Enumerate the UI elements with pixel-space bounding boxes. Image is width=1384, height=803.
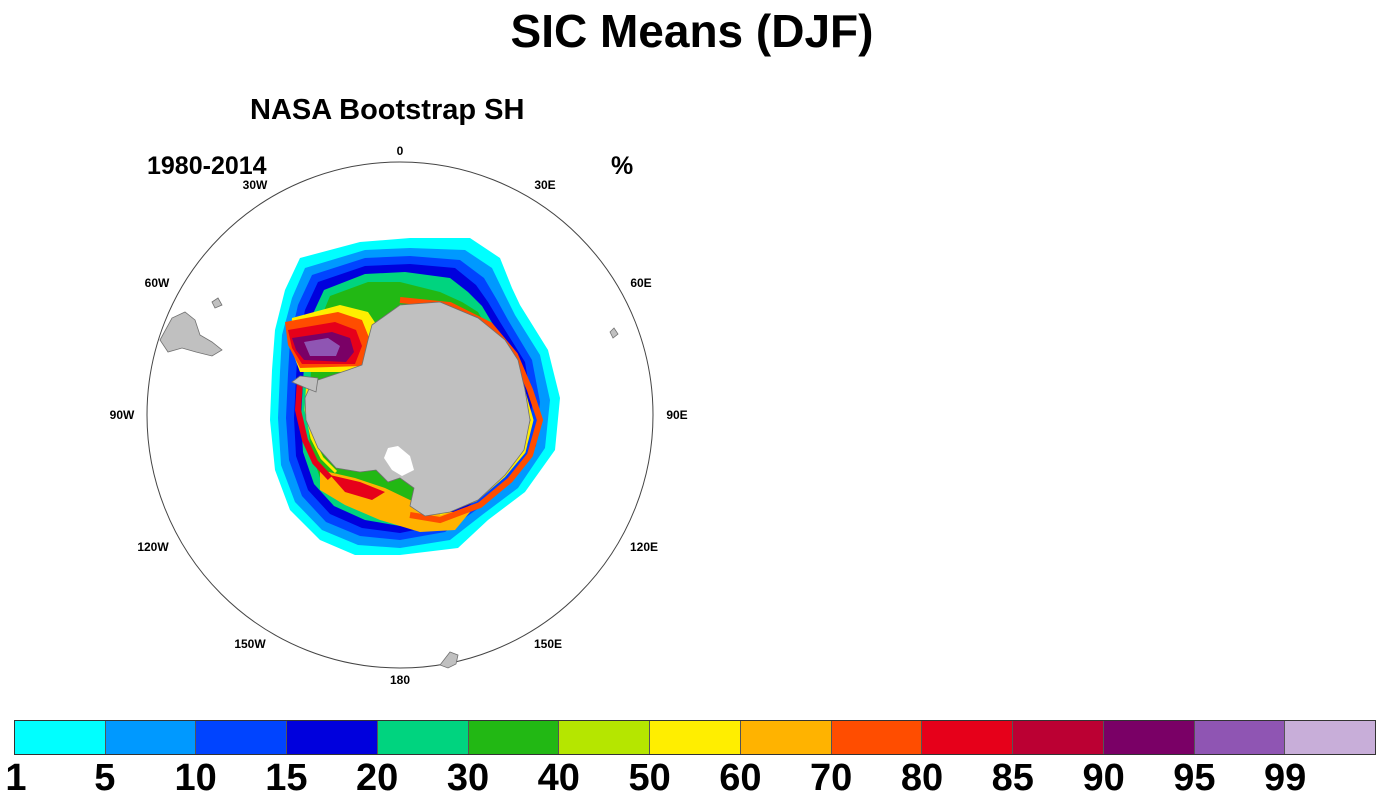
colorbar-tick-label: 20 — [356, 757, 399, 799]
lon-label-90w: 90W — [110, 408, 135, 422]
colorbar-box — [105, 721, 197, 754]
longitude-labels: 0 30E 60E 90E 120E 150E 180 150W 120W 90… — [110, 144, 688, 687]
colorbar-tick-label: 10 — [174, 757, 217, 799]
colorbar-box — [1285, 721, 1376, 754]
colorbar-tick-label: 15 — [265, 757, 308, 799]
colorbar-box — [287, 721, 378, 754]
colorbar-box — [831, 721, 923, 754]
colorbar-box — [1103, 721, 1195, 754]
colorbar — [14, 720, 1376, 755]
lon-label-30e: 30E — [534, 178, 555, 192]
colorbar-tick-label: 99 — [1264, 757, 1307, 799]
units-label: % — [611, 152, 634, 180]
lon-label-150e: 150E — [534, 637, 562, 651]
colorbar-box — [559, 721, 651, 754]
lon-label-0: 0 — [397, 144, 404, 158]
south-america-tip — [159, 311, 223, 357]
main-title: SIC Means (DJF) — [510, 5, 874, 57]
lon-label-120w: 120W — [137, 540, 169, 554]
sic-band-95 — [304, 338, 340, 356]
colorbar-box — [468, 721, 560, 754]
colorbar-box — [740, 721, 832, 754]
period-label: 1980-2014 — [147, 152, 267, 180]
colorbar-tick-label: 60 — [719, 757, 762, 799]
colorbar-tick-label: 1 — [5, 757, 27, 799]
lon-label-60e: 60E — [630, 276, 651, 290]
lon-label-90e: 90E — [666, 408, 687, 422]
colorbar-box — [377, 721, 469, 754]
panel-title: NASA Bootstrap SH — [250, 94, 525, 126]
colorbar-box — [1194, 721, 1286, 754]
antarctic-peninsula — [291, 375, 319, 393]
sic-west-band — [294, 379, 333, 481]
colorbar-box — [196, 721, 288, 754]
lon-label-150w: 150W — [234, 637, 266, 651]
colorbar-tick-label: 95 — [1173, 757, 1216, 799]
colorbar-tick-label: 50 — [628, 757, 671, 799]
colorbar-box — [15, 721, 106, 754]
lon-label-120e: 120E — [630, 540, 658, 554]
colorbar-tick-label: 40 — [537, 757, 580, 799]
colorbar-tick-label: 85 — [991, 757, 1034, 799]
lon-label-180: 180 — [390, 673, 410, 687]
sic-ross-red — [330, 475, 385, 500]
lon-label-30w: 30W — [243, 178, 268, 192]
new-zealand-tip — [439, 651, 459, 669]
falkland-islands — [211, 297, 223, 309]
colorbar-tick-label: 80 — [900, 757, 944, 799]
kerguelen-island — [609, 327, 619, 339]
ross-ice-shelf — [384, 446, 414, 476]
colorbar-tick-label: 30 — [446, 757, 490, 799]
colorbar-tick-label: 70 — [810, 757, 853, 799]
colorbar-box — [1013, 721, 1104, 754]
colorbar-tick-label: 5 — [94, 757, 116, 799]
colorbar-box — [922, 721, 1014, 754]
lon-label-60w: 60W — [145, 276, 170, 290]
polar-map: 0 30E 60E 90E 120E 150E 180 150W 120W 90… — [110, 144, 688, 687]
colorbar-tick-label: 90 — [1082, 757, 1125, 799]
colorbar-ticks: 1 5 10 15 20 30 40 50 60 70 80 85 90 95 99 — [0, 757, 1384, 801]
colorbar-box — [650, 721, 741, 754]
